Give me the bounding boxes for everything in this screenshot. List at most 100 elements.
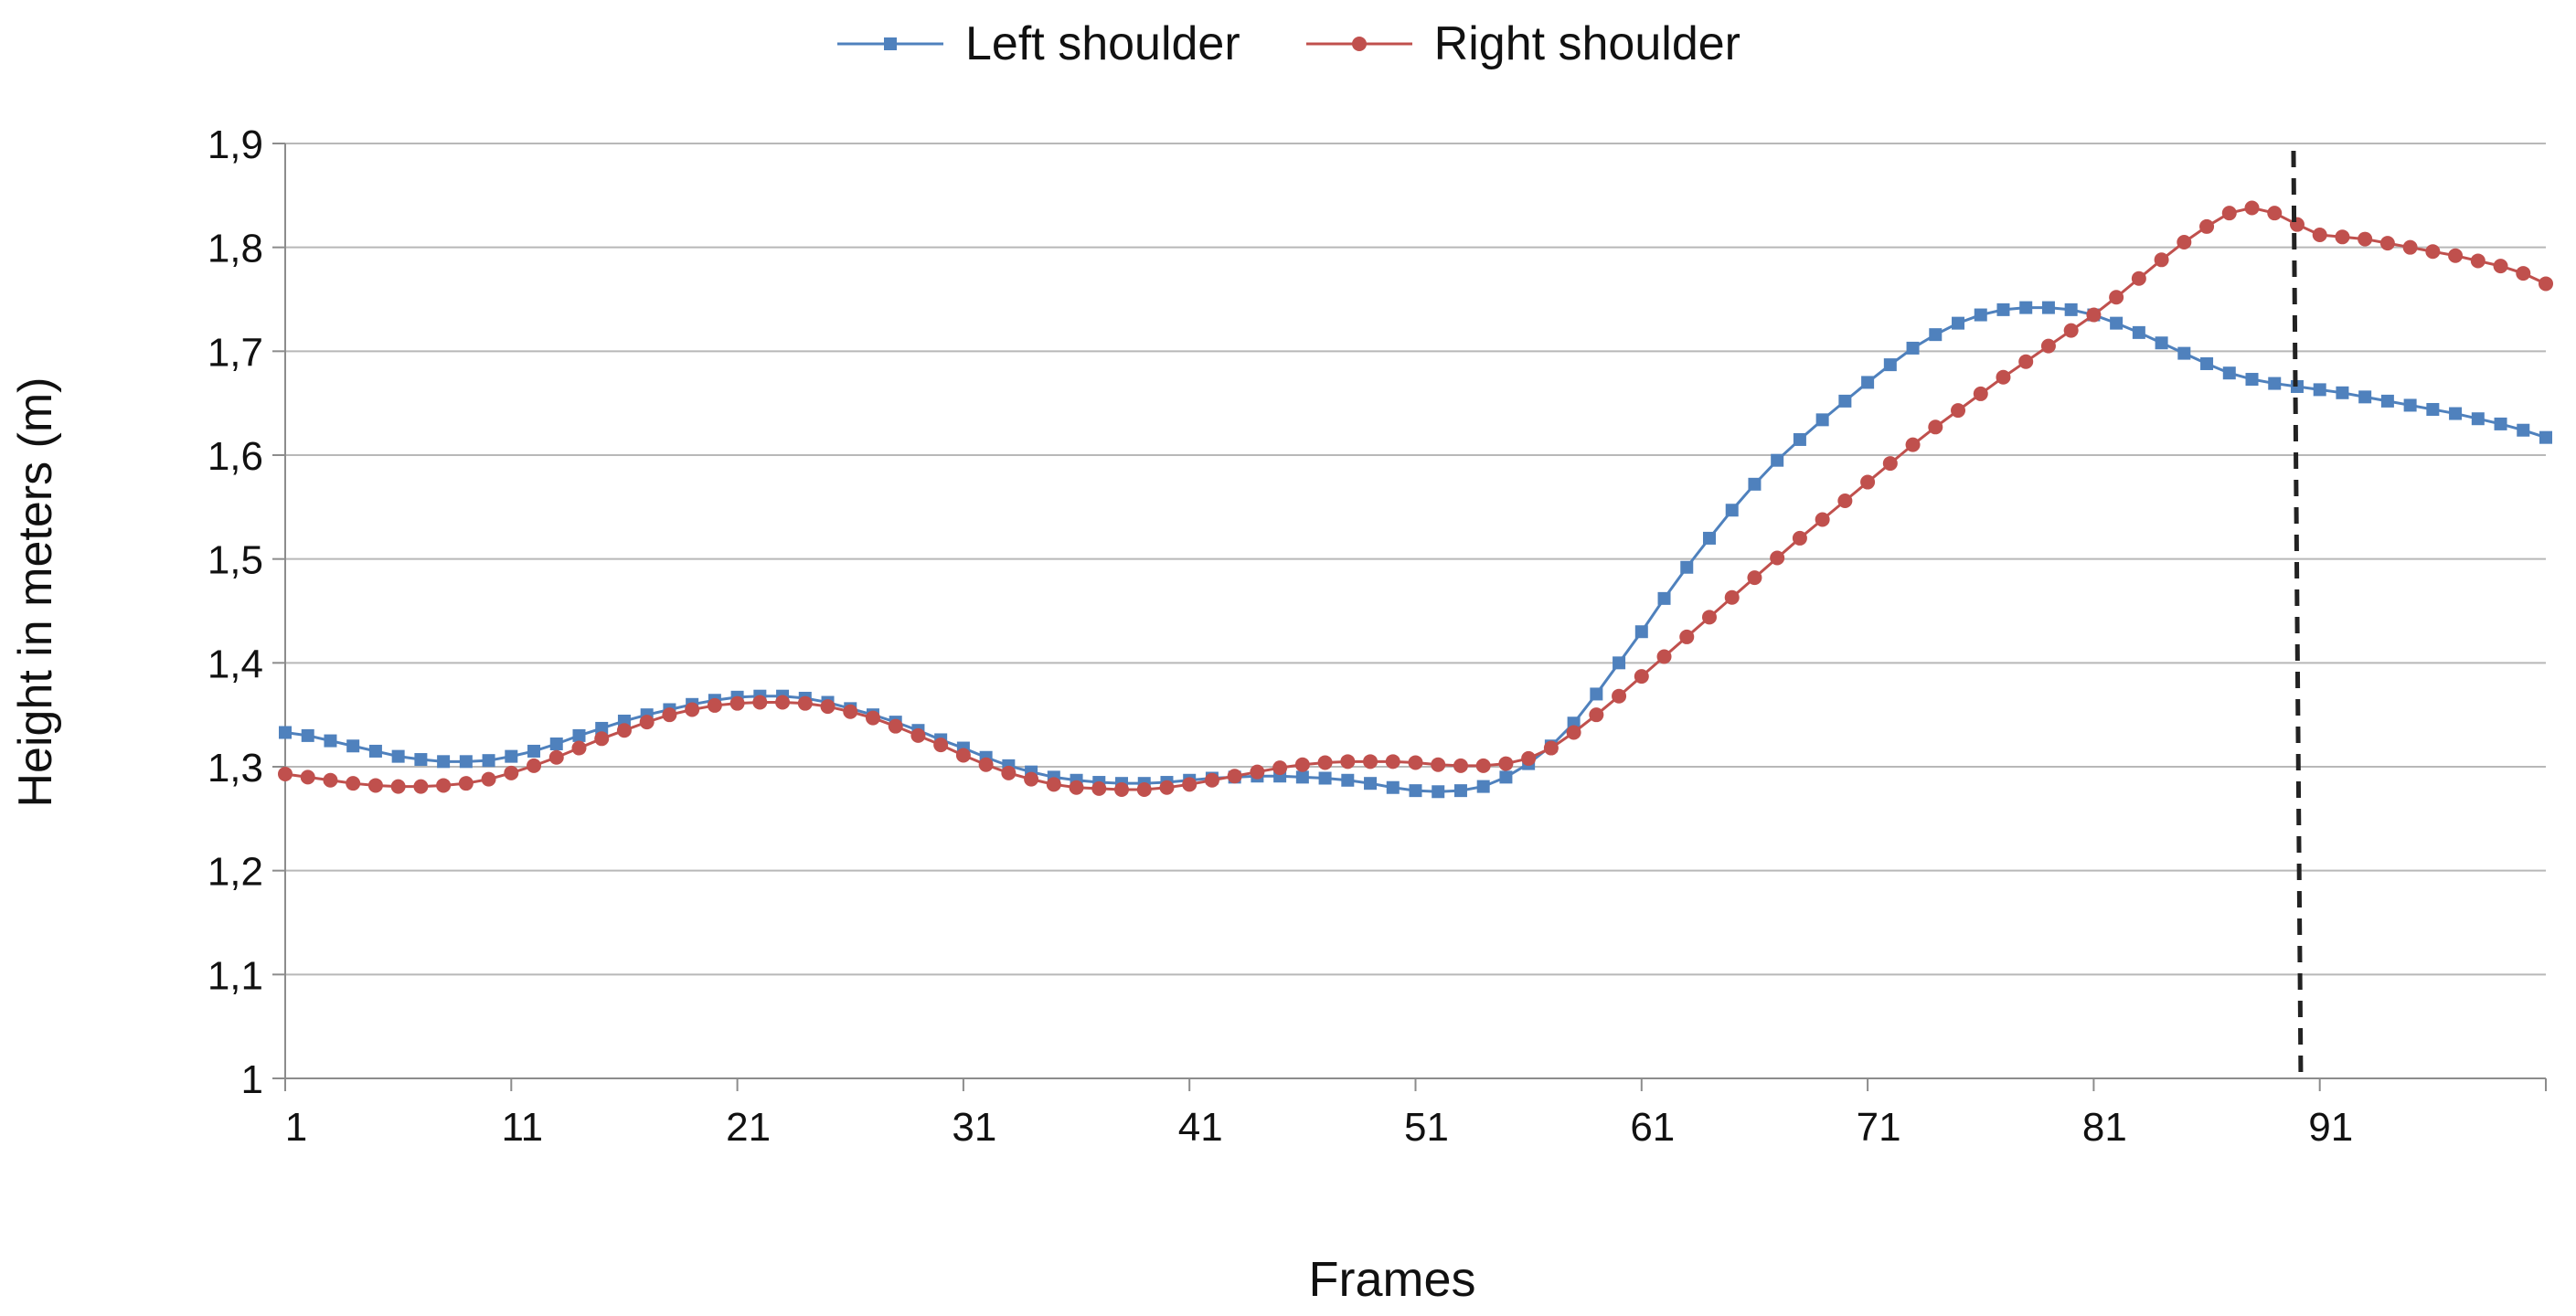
data-point-right-shoulder bbox=[1612, 688, 1627, 704]
data-point-right-shoulder bbox=[1294, 757, 1310, 772]
data-point-left-shoulder bbox=[437, 755, 451, 769]
dashed-marker-line bbox=[2291, 150, 2304, 1079]
data-point-right-shoulder bbox=[390, 779, 406, 794]
data-point-right-shoulder bbox=[1928, 419, 1943, 435]
data-point-right-shoulder bbox=[662, 707, 677, 723]
data-point-right-shoulder bbox=[1317, 755, 1333, 770]
data-point-left-shoulder bbox=[2426, 402, 2440, 416]
x-tick-label: 41 bbox=[1178, 1105, 1223, 1150]
data-point-right-shoulder bbox=[2063, 323, 2079, 338]
data-point-left-shoulder bbox=[505, 749, 518, 763]
data-point-right-shoulder bbox=[1024, 771, 1039, 787]
data-point-right-shoulder bbox=[797, 695, 813, 711]
data-point-right-shoulder bbox=[820, 699, 836, 715]
data-point-left-shoulder bbox=[1680, 560, 1694, 574]
data-point-left-shoulder bbox=[2132, 325, 2145, 339]
data-point-right-shoulder bbox=[1905, 437, 1921, 452]
axes bbox=[272, 143, 2547, 1091]
data-point-right-shoulder bbox=[1973, 386, 1988, 401]
data-point-right-shoulder bbox=[775, 695, 791, 710]
y-tick-label: 1,8 bbox=[208, 227, 263, 271]
data-point-right-shoulder bbox=[1475, 758, 1491, 773]
data-point-left-shoulder bbox=[1499, 770, 1513, 784]
data-point-right-shoulder bbox=[933, 738, 949, 753]
legend-swatch-right-shoulder-icon bbox=[1305, 37, 1412, 51]
data-point-right-shoulder bbox=[1634, 669, 1649, 685]
y-tick-label: 1,5 bbox=[208, 538, 263, 583]
data-point-left-shoulder bbox=[1725, 504, 1739, 517]
data-point-right-shoulder bbox=[1069, 780, 1084, 795]
data-point-left-shoulder bbox=[2200, 356, 2214, 370]
data-point-left-shoulder bbox=[2245, 373, 2259, 387]
data-point-left-shoulder bbox=[1453, 784, 1467, 798]
tick-labels: 11,11,21,31,41,51,61,71,81,91 11 21 31 41 51 6… bbox=[208, 122, 2353, 1150]
data-point-right-shoulder bbox=[1272, 760, 1288, 776]
data-point-right-shoulder bbox=[2539, 276, 2553, 292]
data-point-right-shoulder bbox=[1136, 782, 1152, 798]
data-point-right-shoulder bbox=[1837, 494, 1853, 509]
data-point-left-shoulder bbox=[1386, 780, 1400, 794]
data-point-left-shoulder bbox=[1929, 328, 1943, 342]
data-point-right-shoulder bbox=[888, 718, 903, 734]
data-point-right-shoulder bbox=[2358, 231, 2373, 247]
data-point-right-shoulder bbox=[458, 776, 474, 791]
data-point-right-shoulder bbox=[1724, 589, 1740, 605]
data-point-left-shoulder bbox=[2268, 377, 2282, 390]
data-point-right-shoulder bbox=[1770, 550, 1785, 566]
data-point-right-shoulder bbox=[1340, 754, 1356, 769]
y-tick-label: 1,6 bbox=[208, 434, 263, 479]
data-point-right-shoulder bbox=[278, 766, 293, 781]
data-point-right-shoulder bbox=[1498, 756, 1514, 771]
x-tick-label: 21 bbox=[726, 1105, 771, 1150]
data-point-right-shoulder bbox=[685, 702, 700, 717]
data-point-left-shoulder bbox=[1364, 777, 1378, 791]
y-tick-label: 1,4 bbox=[208, 642, 263, 686]
legend-label-left-shoulder: Left shoulder bbox=[965, 17, 1240, 70]
data-point-right-shoulder bbox=[978, 757, 994, 772]
data-point-right-shoulder bbox=[865, 710, 880, 726]
x-tick-label: 61 bbox=[1630, 1105, 1675, 1150]
data-point-right-shoulder bbox=[481, 771, 496, 787]
data-point-right-shoulder bbox=[1792, 530, 1807, 546]
data-point-left-shoulder bbox=[2336, 386, 2349, 399]
data-point-left-shoulder bbox=[2313, 383, 2326, 397]
data-point-right-shoulder bbox=[1159, 780, 1175, 795]
data-point-left-shoulder bbox=[414, 753, 428, 767]
data-point-right-shoulder bbox=[955, 748, 971, 763]
data-point-right-shoulder bbox=[2335, 229, 2350, 245]
data-point-left-shoulder bbox=[459, 755, 473, 769]
data-point-right-shoulder bbox=[616, 723, 632, 738]
legend: Left shoulder Right shoulder bbox=[0, 7, 2576, 80]
data-point-left-shoulder bbox=[1634, 625, 1648, 639]
x-tick-label: 31 bbox=[952, 1105, 996, 1150]
data-point-right-shoulder bbox=[1408, 755, 1423, 770]
data-point-right-shoulder bbox=[729, 695, 745, 711]
data-point-left-shoulder bbox=[1952, 316, 1965, 330]
data-point-left-shoulder bbox=[1476, 780, 1490, 793]
data-point-left-shoulder bbox=[2041, 301, 2055, 314]
data-point-right-shoulder bbox=[548, 749, 564, 765]
data-point-right-shoulder bbox=[571, 740, 587, 756]
legend-swatch-left-shoulder-icon bbox=[837, 37, 944, 50]
data-point-right-shoulder bbox=[1453, 758, 1468, 773]
series-line-right-shoulder bbox=[284, 206, 2547, 791]
data-point-left-shoulder bbox=[2222, 366, 2236, 380]
legend-item-left-shoulder: Left shoulder bbox=[836, 20, 1240, 68]
data-point-left-shoulder bbox=[549, 737, 563, 750]
y-tick-label: 1,3 bbox=[208, 746, 263, 791]
data-point-left-shoulder bbox=[1657, 591, 1671, 605]
data-point-right-shoulder bbox=[1701, 610, 1717, 625]
data-point-right-shoulder bbox=[2470, 253, 2486, 269]
data-point-right-shoulder bbox=[1114, 782, 1130, 798]
x-tick-label: 11 bbox=[501, 1105, 543, 1150]
data-point-right-shoulder bbox=[504, 765, 519, 780]
data-point-left-shoulder bbox=[2471, 412, 2485, 426]
grid bbox=[285, 143, 2546, 976]
data-point-left-shoulder bbox=[1883, 358, 1897, 372]
data-point-right-shoulder bbox=[2131, 271, 2146, 286]
data-point-right-shoulder bbox=[1046, 777, 1061, 792]
data-point-left-shoulder bbox=[2064, 302, 2078, 316]
data-point-right-shoulder bbox=[436, 778, 452, 793]
